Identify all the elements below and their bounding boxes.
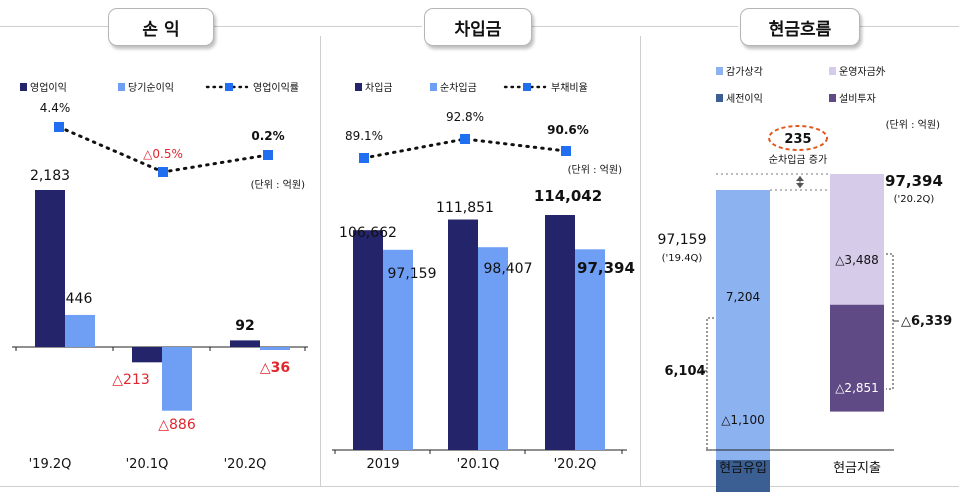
legend-label: 영업이익률	[253, 81, 299, 94]
bar	[448, 219, 478, 450]
annotation-text: 순차입금 증가	[769, 153, 827, 166]
divider-line	[0, 26, 108, 27]
bar	[353, 230, 383, 450]
segment-label: △2,851	[835, 381, 879, 395]
data-label: 111,851	[436, 200, 494, 216]
bar-segment	[716, 190, 770, 460]
divider-line	[532, 26, 738, 27]
legend-swatch	[430, 83, 437, 91]
end-total-label: 97,394	[885, 172, 943, 190]
legend-label: 부채비율	[551, 82, 588, 94]
increase-arrow	[796, 176, 804, 181]
ratio-label: 92.8%	[446, 110, 484, 124]
divider-line	[860, 26, 959, 27]
x-tick-label: '20.1Q	[457, 457, 500, 472]
bar	[65, 314, 95, 347]
annotation-ellipse	[768, 125, 828, 151]
increase-arrow	[796, 183, 804, 188]
bar-segment	[716, 460, 770, 492]
bar	[478, 247, 508, 450]
data-label: 114,042	[534, 187, 602, 205]
bracket-label: △6,339	[901, 314, 952, 329]
data-label: 97,394	[577, 259, 635, 277]
divider-line	[214, 26, 422, 27]
data-label: 446	[66, 291, 93, 307]
data-label: 97,159	[388, 266, 437, 282]
bar	[383, 249, 413, 450]
bar	[35, 190, 65, 347]
ratio-label: 89.1%	[345, 129, 383, 143]
bracket-label: 6,104	[664, 364, 705, 379]
x-tick-label: 현금지출	[833, 461, 881, 476]
divider-line	[0, 486, 959, 487]
bracket	[886, 253, 894, 390]
data-label: △36	[260, 360, 290, 376]
legend-marker	[225, 83, 233, 91]
legend-swatch	[716, 67, 723, 75]
legend-label: 세전이익	[726, 93, 763, 105]
legend-label: 당기순이익	[128, 82, 174, 94]
line-marker	[561, 146, 571, 156]
x-tick-label: '20.1Q	[126, 457, 169, 472]
data-label: △886	[158, 417, 196, 433]
data-label: △213	[112, 372, 150, 388]
panel-header-cashflow: 현금흐름	[740, 8, 860, 46]
legend-swatch	[829, 67, 836, 75]
divider-line	[640, 36, 641, 486]
legend-swatch	[20, 83, 27, 91]
bar	[575, 249, 605, 450]
legend-swatch	[716, 94, 723, 102]
line-marker	[359, 153, 369, 163]
x-tick-label: '19.2Q	[29, 457, 72, 472]
x-tick-label: '20.2Q	[224, 457, 267, 472]
segment-label: △1,100	[721, 413, 765, 427]
line-marker	[460, 134, 470, 144]
panel-header-debt: 차입금	[424, 8, 532, 46]
ratio-label: △0.5%	[143, 147, 183, 161]
unit-label: (단위 : 억원)	[251, 178, 305, 191]
ratio-label: 0.2%	[251, 129, 284, 143]
divider-line	[320, 36, 321, 486]
unit-label: (단위 : 억원)	[886, 118, 940, 131]
segment-label: △3,488	[835, 253, 879, 267]
legend-swatch	[355, 83, 362, 91]
segment-label: 7,204	[726, 290, 760, 304]
legend-label: 운영자금外	[839, 66, 886, 78]
bar-segment	[830, 174, 884, 305]
unit-label: (단위 : 억원)	[568, 163, 622, 176]
data-label: 92	[235, 318, 254, 334]
bracket	[706, 317, 714, 451]
bar	[545, 215, 575, 450]
end-period-label: ('20.2Q)	[894, 194, 935, 205]
legend-label: 순차입금	[440, 81, 477, 94]
x-tick-label: 2019	[366, 457, 399, 472]
bar	[162, 347, 192, 411]
line-marker	[54, 122, 64, 132]
bar	[132, 347, 162, 363]
start-period-label: ('19.4Q)	[662, 253, 703, 264]
legend-label: 차입금	[365, 81, 393, 94]
legend-marker	[523, 83, 531, 91]
legend-label: 감가상각	[726, 66, 763, 78]
annotation-value: 235	[784, 132, 811, 147]
bar-segment	[830, 304, 884, 412]
legend-swatch	[829, 94, 836, 102]
ratio-label: 90.6%	[547, 123, 589, 137]
start-total-label: 97,159	[658, 232, 707, 248]
data-label: 2,183	[30, 168, 70, 184]
data-label: 106,662	[339, 225, 397, 241]
x-tick-label: '20.2Q	[554, 457, 597, 472]
bar	[230, 340, 260, 347]
legend-label: 설비투자	[839, 93, 876, 105]
legend-swatch	[118, 83, 125, 91]
legend-label: 영업이익	[30, 81, 67, 94]
line-marker	[263, 150, 273, 160]
bar	[260, 347, 290, 350]
line-marker	[158, 167, 168, 177]
panel-header-pnl: 손 익	[108, 8, 214, 46]
data-label: 98,407	[484, 261, 533, 277]
x-tick-label: 현금유입	[719, 461, 767, 476]
ratio-label: 4.4%	[40, 101, 71, 115]
